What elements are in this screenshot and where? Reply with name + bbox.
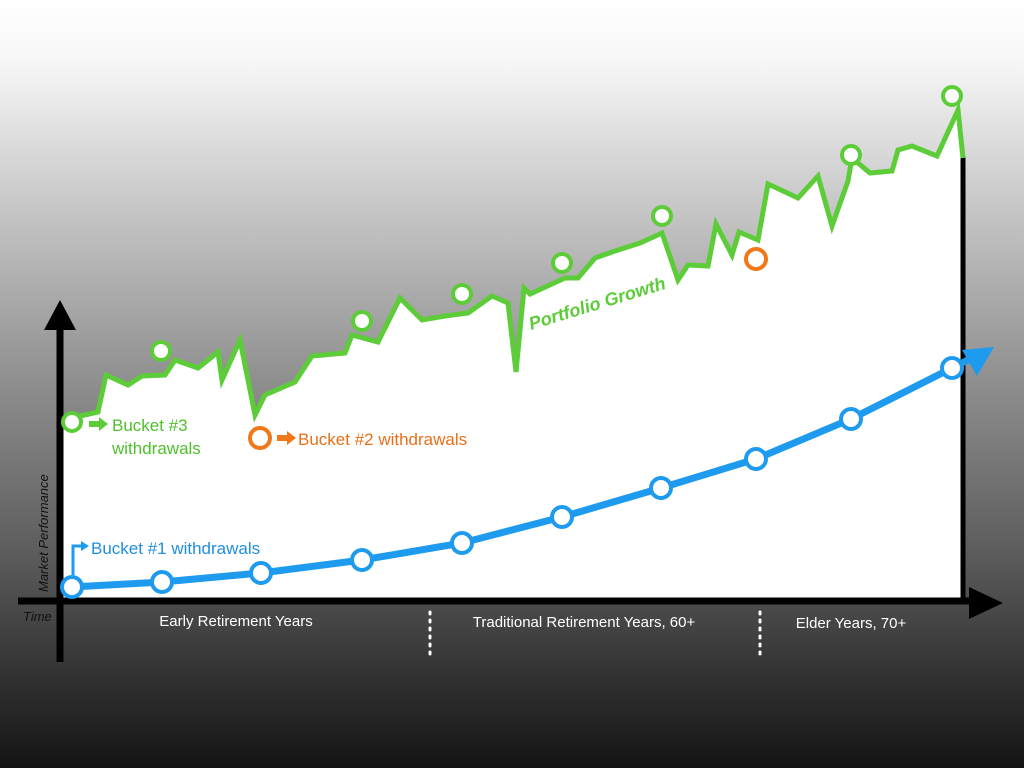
bucket2-marker [744, 247, 768, 271]
bucket1-marker [249, 561, 273, 585]
portfolio-growth-line [61, 100, 966, 423]
bucket1-marker [649, 476, 673, 500]
bucket3-annotation: Bucket #3 withdrawals [89, 416, 201, 458]
bucket2-label: Bucket #2 withdrawals [298, 430, 467, 449]
bucket1-bent-arrow-icon [71, 544, 82, 575]
x-axis-arrowhead [969, 587, 1003, 619]
portfolio-marker [840, 144, 862, 166]
portfolio-marker [941, 85, 963, 107]
bucket2-markers [248, 247, 768, 450]
portfolio-marker [651, 205, 673, 227]
x-axis-label: Time [23, 609, 52, 624]
y-axis [44, 300, 76, 662]
bucket2-marker [248, 426, 272, 450]
bucket1-markers [60, 356, 964, 599]
bucket1-marker [60, 575, 84, 599]
portfolio-marker [451, 283, 473, 305]
bucket1-arrow-head-icon [81, 541, 89, 551]
portfolio-marker [351, 310, 373, 332]
bucket1-marker [550, 505, 574, 529]
bucket1-arrowhead [962, 347, 994, 376]
bucket1-annotation: Bucket #1 withdrawals [71, 539, 260, 575]
x-axis [18, 587, 1003, 619]
portfolio-markers [61, 85, 963, 433]
period-label-early: Early Retirement Years [159, 613, 312, 630]
bucket1-marker [940, 356, 964, 380]
bucket1-marker [450, 531, 474, 555]
bucket1-marker [744, 447, 768, 471]
bucket3-arrow-icon [89, 417, 108, 431]
period-label-elder: Elder Years, 70+ [796, 615, 907, 632]
portfolio-marker [551, 252, 573, 274]
bucket1-label: Bucket #1 withdrawals [91, 539, 260, 558]
portfolio-marker [61, 411, 83, 433]
bucket1-marker [839, 407, 863, 431]
period-label-traditional: Traditional Retirement Years, 60+ [473, 614, 696, 631]
bucket2-arrow-icon [277, 431, 296, 445]
bucket1-marker [150, 570, 174, 594]
y-axis-arrowhead [44, 300, 76, 330]
bucket3-label-line2: withdrawals [111, 439, 201, 458]
portfolio-marker [150, 340, 172, 362]
y-axis-label: Market Performance [36, 474, 51, 592]
bucket2-annotation: Bucket #2 withdrawals [277, 430, 467, 449]
bucket3-label-line1: Bucket #3 [112, 416, 188, 435]
bucket1-marker [350, 548, 374, 572]
